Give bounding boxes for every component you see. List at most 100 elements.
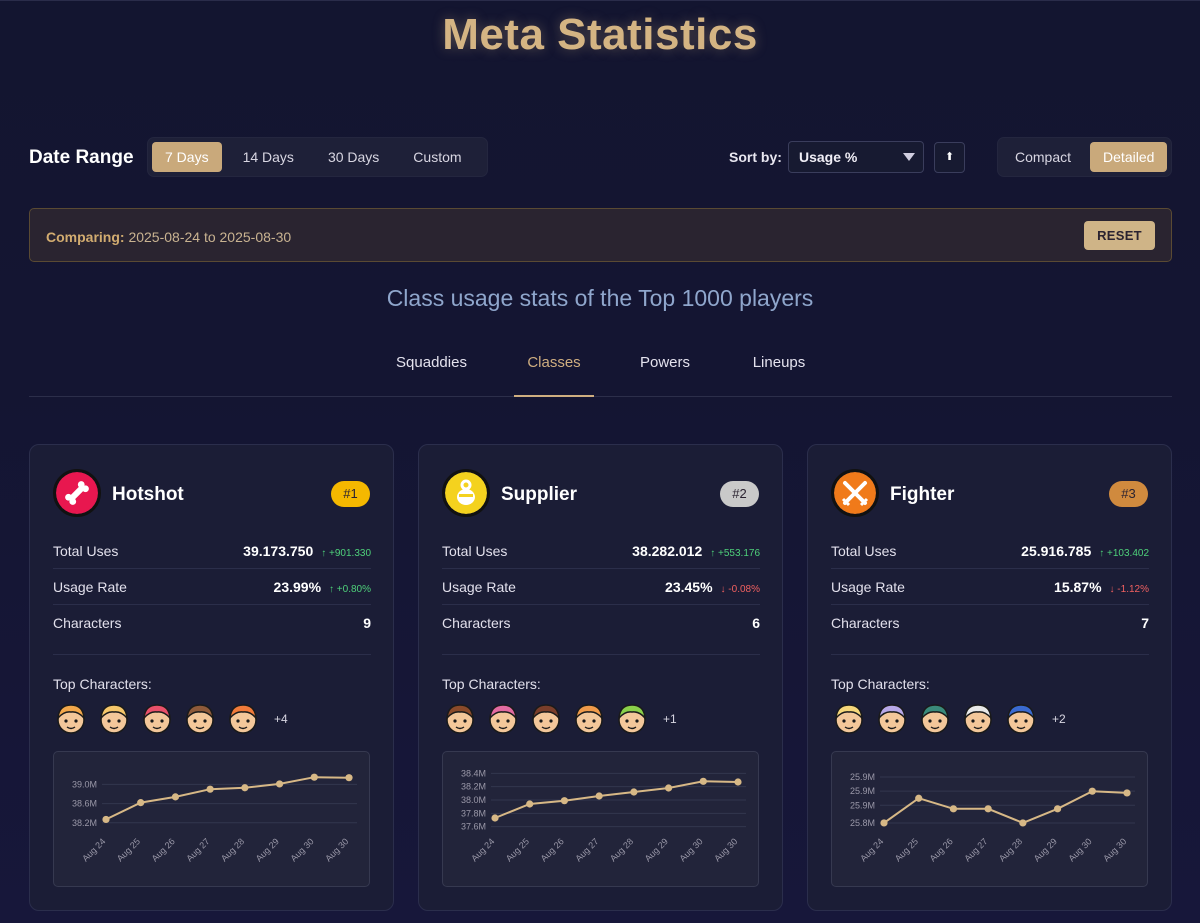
data-point	[137, 799, 145, 807]
sort-select[interactable]: Usage %	[788, 141, 924, 173]
top-characters-list: +1	[442, 701, 677, 737]
y-tick-label: 37.8M	[461, 808, 486, 818]
character-avatar[interactable]	[225, 701, 261, 737]
x-tick-label: Aug 24	[469, 836, 496, 863]
comparison-label: Comparing:	[46, 229, 125, 245]
class-name: Fighter	[890, 484, 955, 505]
more-characters-count[interactable]: +2	[1052, 712, 1066, 726]
data-point	[102, 815, 110, 824]
data-point	[915, 794, 923, 802]
tab-classes[interactable]: Classes	[514, 354, 594, 397]
view-mode-selector: Compact Detailed	[997, 137, 1173, 177]
y-tick-label: 25.9M	[850, 800, 875, 810]
stat-total-uses: Total Uses 38.282.012 ↑ +553.176	[442, 533, 760, 569]
reset-button[interactable]: RESET	[1084, 221, 1155, 250]
date-option-custom[interactable]: Custom	[413, 149, 462, 165]
date-option-30-days[interactable]: 30 Days	[327, 149, 380, 165]
character-avatar[interactable]	[442, 701, 478, 737]
usage-trend-chart: 39.0M 38.6M 38.2M Aug 24 Aug 25 Aug 26 Aug 27 A…	[53, 751, 370, 887]
x-tick-label: Aug 25	[504, 836, 531, 863]
x-tick-label: Aug 30	[288, 836, 315, 863]
x-tick-label: Aug 30	[323, 836, 350, 863]
character-avatar[interactable]	[182, 701, 218, 737]
sort-select-value: Usage %	[799, 149, 858, 165]
stat-value: 25.916.785	[1021, 543, 1092, 559]
fighter-swords-icon	[831, 469, 879, 517]
stat-characters: Characters 9	[53, 605, 371, 655]
y-tick-label: 37.6M	[461, 822, 486, 832]
tab-squaddies[interactable]: Squaddies	[396, 354, 467, 371]
y-tick-label: 39.0M	[72, 779, 97, 789]
more-characters-count[interactable]: +4	[274, 712, 288, 726]
stat-total-uses: Total Uses 25.916.785 ↑ +103.402	[831, 533, 1149, 569]
data-point	[1019, 819, 1027, 827]
comparison-text: Comparing: 2025-08-24 to 2025-08-30	[46, 229, 291, 245]
data-point	[595, 792, 603, 800]
sort-direction-button[interactable]: ⬆	[934, 142, 965, 173]
supplier-sack-icon	[442, 469, 490, 517]
view-option-detailed[interactable]: Detailed	[1090, 142, 1168, 172]
date-option-7-days[interactable]: 7 Days	[152, 142, 222, 172]
stat-value: 15.87%	[1054, 579, 1102, 595]
series-line	[883, 790, 1128, 824]
data-point	[1123, 789, 1131, 797]
rank-badge: #2	[720, 481, 759, 507]
top-characters-list: +4	[53, 701, 288, 737]
y-tick-label: 38.0M	[461, 795, 486, 805]
page-subtitle: Class usage stats of the Top 1000 player…	[386, 285, 814, 311]
view-option-compact[interactable]: Compact	[1015, 149, 1072, 165]
comparison-range: 2025-08-24 to 2025-08-30	[128, 229, 292, 245]
class-card-hotshot[interactable]: Hotshot #1 Total Uses 39.173.750 ↑ +901.3…	[29, 444, 394, 911]
character-avatar[interactable]	[96, 701, 132, 737]
top-border	[0, 0, 1200, 1]
comparison-banner: Comparing: 2025-08-24 to 2025-08-30 RESE…	[29, 208, 1172, 262]
character-avatar[interactable]	[1003, 701, 1039, 737]
data-point	[949, 805, 958, 813]
class-card-supplier[interactable]: Supplier #2 Total Uses 38.282.012 ↑ +553.…	[418, 444, 783, 911]
stat-value: 23.99%	[273, 579, 322, 595]
character-avatar[interactable]	[831, 701, 867, 737]
character-avatar[interactable]	[917, 701, 953, 737]
y-tick-label: 25.8M	[850, 818, 875, 828]
top-characters-label: Top Characters:	[53, 676, 152, 692]
character-avatar[interactable]	[874, 701, 910, 737]
date-range-label: Date Range	[29, 147, 134, 168]
data-point	[984, 805, 992, 813]
x-tick-label: Aug 24	[80, 836, 107, 863]
stat-characters: Characters 7	[831, 605, 1149, 655]
character-avatar[interactable]	[614, 701, 650, 737]
x-tick-label: Aug 30	[712, 836, 739, 863]
usage-trend-chart: 38.4M 38.2M 38.0M 37.8M 37.6M Aug 24 Aug 25 Aug…	[442, 751, 759, 887]
stat-value: 23.45%	[665, 579, 713, 595]
character-avatar[interactable]	[485, 701, 521, 737]
data-point	[1088, 787, 1096, 795]
data-point	[734, 778, 742, 786]
y-tick-label: 38.4M	[461, 768, 486, 778]
stat-delta: ↑ +901.330	[321, 548, 371, 559]
tab-lineups[interactable]: Lineups	[752, 354, 806, 371]
more-characters-count[interactable]: +1	[663, 712, 677, 726]
series-line	[494, 780, 739, 819]
character-avatar[interactable]	[528, 701, 564, 737]
y-tick-label: 38.6M	[72, 799, 97, 809]
x-tick-label: Aug 29	[254, 836, 281, 863]
y-tick-label: 25.9M	[850, 786, 875, 796]
stat-value: 38.282.012	[632, 543, 703, 559]
controls-bar: Date Range 7 Days 14 Days 30 Days Custom…	[29, 137, 1173, 177]
rank-badge: #1	[331, 481, 370, 507]
tab-powers[interactable]: Powers	[639, 354, 691, 371]
character-avatar[interactable]	[571, 701, 607, 737]
x-tick-label: Aug 28	[997, 836, 1024, 863]
class-card-fighter[interactable]: Fighter #3 Total Uses 25.916.785 ↑ +103.4…	[807, 444, 1172, 911]
top-characters-label: Top Characters:	[442, 676, 541, 692]
character-avatar[interactable]	[139, 701, 175, 737]
data-point	[275, 780, 284, 788]
date-option-14-days[interactable]: 14 Days	[242, 149, 294, 165]
character-avatar[interactable]	[960, 701, 996, 737]
arrow-up-icon: ⬆	[944, 151, 955, 163]
character-avatar[interactable]	[53, 701, 89, 737]
data-point	[310, 773, 318, 781]
stat-characters: Characters 6	[442, 605, 760, 655]
stat-usage-rate: Usage Rate 15.87% ↓ -1.12%	[831, 569, 1149, 605]
x-tick-label: Aug 27	[573, 836, 600, 863]
